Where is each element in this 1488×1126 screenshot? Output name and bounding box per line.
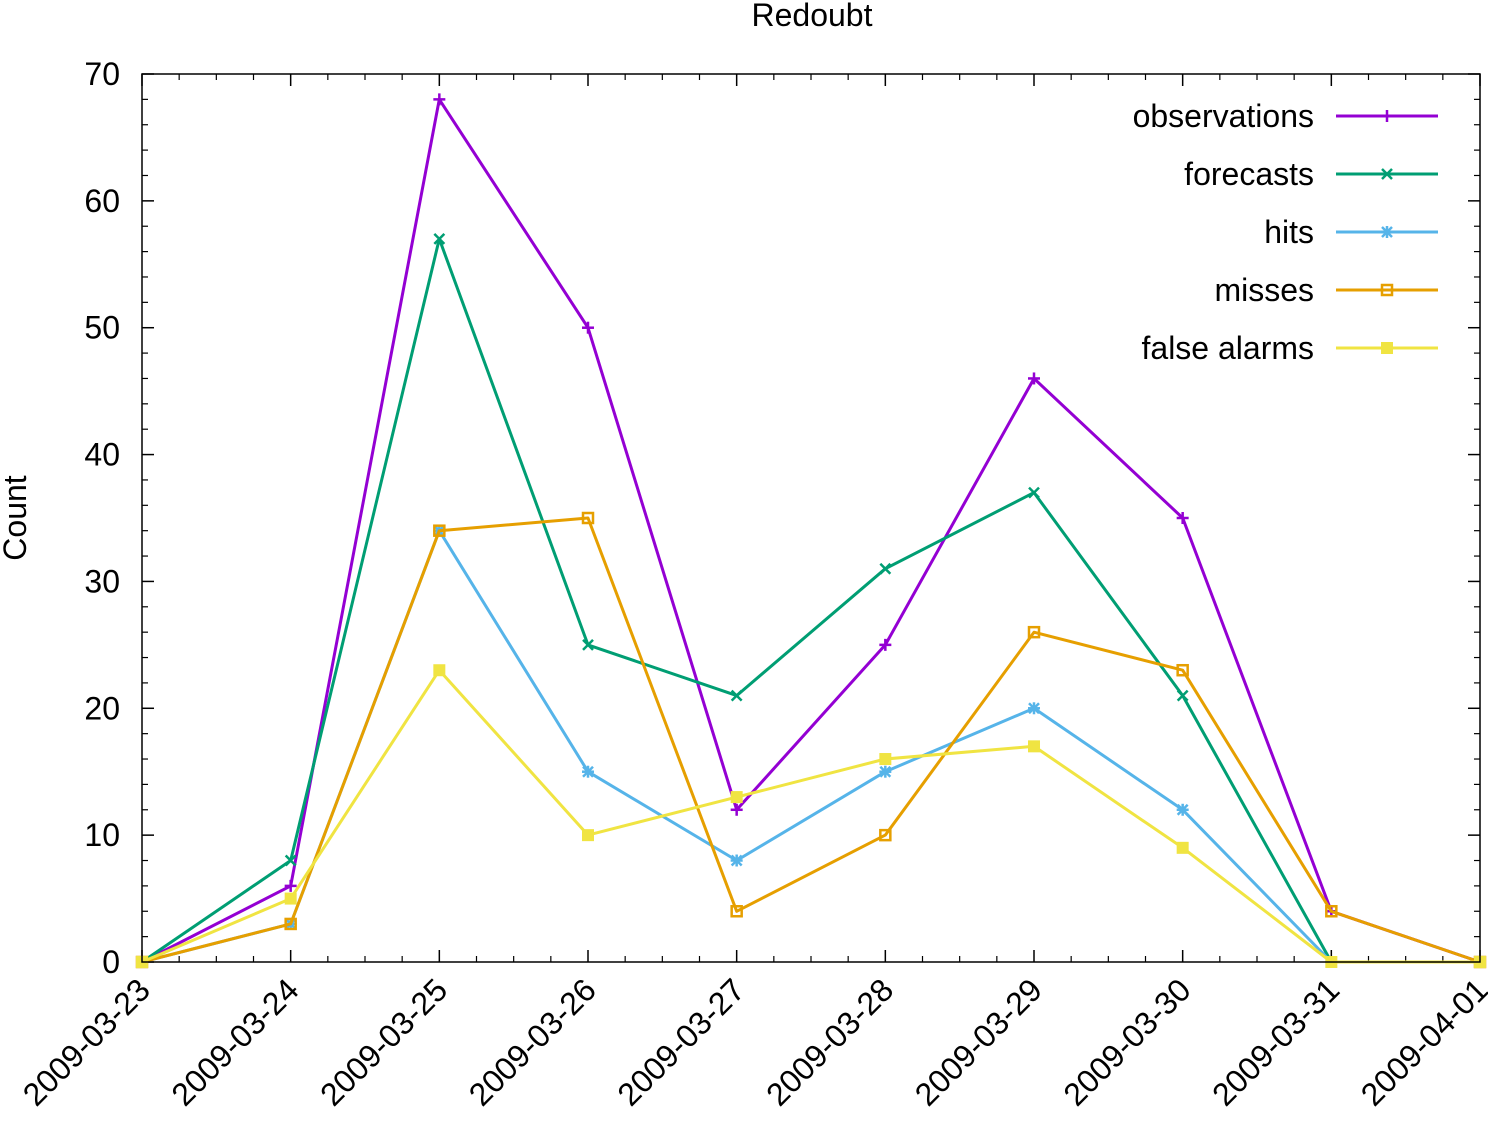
x-tick-label: 2009-03-29 (908, 971, 1049, 1112)
data-point-square (284, 892, 297, 905)
series-layer (135, 93, 1487, 969)
data-point-cross (582, 638, 594, 651)
y-axis-label: Count (0, 475, 33, 561)
series-line (141, 529, 1480, 964)
data-point-plus (1176, 512, 1189, 524)
data-point-square (284, 917, 297, 931)
data-point-cross (879, 562, 892, 575)
legend-item: false alarms (1142, 330, 1438, 366)
x-tick-label: 2009-03-25 (313, 971, 454, 1112)
data-point-square (433, 524, 446, 537)
y-tick-label: 10 (84, 817, 120, 853)
x-tick-label: 2009-03-30 (1056, 971, 1197, 1112)
legend-label: forecasts (1184, 156, 1314, 192)
series-forecasts (136, 233, 1486, 968)
legend-label: false alarms (1142, 330, 1315, 366)
data-point-plus (1381, 110, 1393, 122)
data-point-square (879, 753, 892, 766)
legend-item: hits (1264, 214, 1438, 250)
data-point-cross (284, 854, 297, 867)
data-point-cross (433, 233, 446, 245)
data-point-plus (1028, 372, 1040, 385)
series-line (141, 237, 1480, 964)
data-point-square (433, 664, 446, 677)
data-point-plus (284, 879, 297, 892)
x-tick-label: 2009-03-26 (462, 971, 603, 1112)
y-tick-label: 50 (84, 310, 120, 346)
data-point-square (730, 791, 743, 804)
series-line (141, 516, 1481, 964)
legend-item: observations (1133, 98, 1438, 134)
x-tick-label: 2009-03-28 (759, 971, 900, 1112)
legend-item: forecasts (1184, 156, 1438, 192)
data-point-square (1380, 283, 1394, 297)
x-tick-label: 2009-03-31 (1205, 971, 1346, 1112)
data-point-cross (1028, 486, 1040, 499)
data-point-square (730, 905, 743, 918)
y-tick-label: 20 (84, 690, 120, 726)
plot-frame (141, 73, 1481, 963)
series-line (141, 97, 1481, 964)
data-point-star (879, 765, 892, 778)
y-tick-label: 0 (102, 944, 120, 980)
x-tick-label: 2009-04-01 (1354, 971, 1488, 1112)
x-tick-label: 2009-03-23 (16, 971, 157, 1112)
x-tick-label: 2009-03-27 (610, 971, 751, 1112)
data-point-square (582, 829, 594, 842)
data-point-star (1028, 702, 1040, 715)
y-tick-label: 40 (84, 437, 120, 473)
data-point-plus (582, 321, 594, 334)
series-hits (136, 524, 1486, 968)
data-point-plus (730, 803, 743, 816)
y-tick-label: 30 (84, 563, 120, 599)
legend-label: misses (1214, 272, 1314, 308)
data-point-cross (1381, 168, 1393, 180)
data-point-star (582, 765, 594, 778)
data-point-star (730, 854, 743, 867)
data-point-plus (433, 93, 446, 106)
data-point-plus (879, 638, 892, 651)
data-point-star (1176, 803, 1189, 816)
x-tick-label: 2009-03-24 (164, 971, 305, 1112)
data-point-square (879, 828, 892, 842)
y-tick-label: 60 (84, 183, 120, 219)
y-tick-label: 70 (84, 56, 120, 92)
data-point-square (1176, 841, 1189, 854)
data-point-square (1176, 663, 1189, 677)
data-point-square (581, 511, 595, 525)
series-misses (135, 511, 1487, 969)
series-line (141, 668, 1480, 964)
chart-title: Redoubt (752, 0, 873, 33)
legend-item: misses (1214, 272, 1438, 308)
data-point-square (1027, 625, 1041, 639)
legend-label: hits (1264, 214, 1314, 250)
legend-label: observations (1133, 98, 1314, 134)
data-point-cross (1176, 689, 1189, 702)
data-point-square (1325, 905, 1338, 918)
legend: observations forecasts hits misses false ala… (1133, 98, 1438, 366)
data-point-square (1381, 342, 1393, 354)
data-point-square (1028, 740, 1040, 753)
data-point-cross (730, 689, 743, 702)
data-point-star (1381, 226, 1393, 238)
